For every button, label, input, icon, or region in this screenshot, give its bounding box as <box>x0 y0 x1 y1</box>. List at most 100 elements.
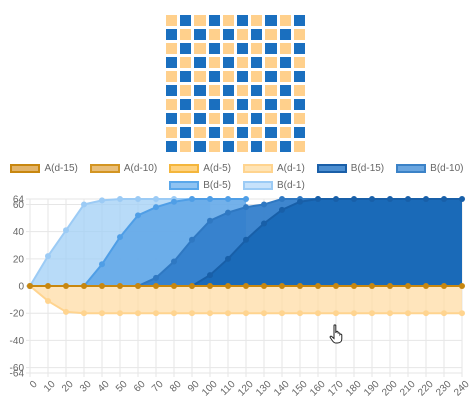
board-cell <box>222 71 234 82</box>
legend-item[interactable]: B(d-1) <box>243 180 305 191</box>
data-point <box>207 283 213 289</box>
data-point <box>207 196 213 202</box>
board-cell <box>222 57 234 68</box>
board-cell <box>265 43 277 54</box>
board-cell <box>293 85 305 96</box>
board-cell <box>194 15 206 26</box>
legend-swatch <box>243 181 273 190</box>
data-point <box>153 310 159 317</box>
board-cell <box>279 127 291 138</box>
data-point <box>225 310 231 317</box>
y-tick-label: -20 <box>10 309 25 320</box>
data-point <box>189 196 195 202</box>
board-cell <box>208 15 220 26</box>
board-cell <box>265 127 277 138</box>
data-point <box>189 310 195 317</box>
board-cell <box>194 29 206 40</box>
data-point <box>243 236 249 243</box>
board-cell <box>293 127 305 138</box>
legend-label: B(d-15) <box>350 163 385 174</box>
board-cell <box>166 43 178 54</box>
board-cell <box>208 85 220 96</box>
board-cell <box>237 43 249 54</box>
board-cell <box>265 29 277 40</box>
board-cell <box>237 141 249 152</box>
legend-item[interactable]: B(d-5) <box>169 180 231 191</box>
x-tick-label: 240 <box>452 379 472 399</box>
data-point <box>171 198 177 205</box>
x-tick-label: 120 <box>236 379 256 399</box>
legend-label: A(d-15) <box>44 163 78 174</box>
data-point <box>81 283 87 289</box>
y-tick-label: -60 <box>10 363 25 374</box>
legend-item[interactable]: B(d-10) <box>396 163 464 174</box>
board-cell <box>208 43 220 54</box>
board-cell <box>208 71 220 82</box>
board-cell <box>251 113 263 124</box>
data-point <box>441 310 447 317</box>
board-cell <box>237 15 249 26</box>
x-tick-label: 30 <box>78 379 94 395</box>
series-area <box>30 286 462 314</box>
legend-item[interactable]: B(d-15) <box>316 163 385 174</box>
legend-label: B(d-10) <box>430 163 464 174</box>
data-point <box>297 283 303 289</box>
data-point <box>117 234 123 241</box>
data-point <box>225 283 231 289</box>
data-point <box>81 310 87 317</box>
board-cell <box>265 57 277 68</box>
board-cell <box>293 43 305 54</box>
data-point <box>333 310 339 317</box>
board-cell <box>251 29 263 40</box>
y-tick-label: 40 <box>13 227 25 238</box>
data-point <box>423 310 429 317</box>
data-point <box>441 283 447 289</box>
board-cell <box>208 99 220 110</box>
board-cell <box>251 43 263 54</box>
checkerboard-image <box>166 15 308 155</box>
legend-item[interactable]: A(d-10) <box>89 163 157 174</box>
board-cell <box>293 99 305 110</box>
data-point <box>279 310 285 317</box>
data-point <box>153 283 159 289</box>
board-cell <box>180 85 192 96</box>
data-point <box>45 253 51 260</box>
data-point <box>153 196 159 202</box>
board-cell <box>222 29 234 40</box>
x-tick-label: 90 <box>186 379 202 395</box>
board-cell <box>293 15 305 26</box>
x-tick-label: 230 <box>434 379 454 399</box>
board-cell <box>237 85 249 96</box>
data-point <box>63 283 69 289</box>
legend-label: B(d-5) <box>203 180 231 191</box>
x-tick-label: 20 <box>60 379 76 395</box>
board-cell <box>279 71 291 82</box>
data-point <box>369 283 375 289</box>
data-point <box>351 196 357 202</box>
y-tick-label: -64 <box>10 369 25 380</box>
board-cell <box>222 85 234 96</box>
data-point <box>135 310 141 317</box>
board-cell <box>279 57 291 68</box>
data-point <box>63 227 69 234</box>
legend-item[interactable]: A(d-5) <box>169 163 231 174</box>
x-tick-label: 150 <box>290 379 310 399</box>
x-tick-label: 110 <box>219 379 238 398</box>
board-cell <box>194 85 206 96</box>
data-point <box>171 258 177 265</box>
x-tick-label: 60 <box>132 379 148 395</box>
legend-item[interactable]: A(d-1) <box>243 163 305 174</box>
legend-item[interactable]: A(d-15) <box>10 163 78 174</box>
board-cell <box>251 99 263 110</box>
x-tick-label: 200 <box>380 379 400 399</box>
y-tick-label: -40 <box>10 336 25 347</box>
legend-swatch <box>169 181 200 190</box>
x-tick-label: 190 <box>362 379 382 399</box>
data-point <box>387 310 393 317</box>
data-point <box>27 283 33 289</box>
board-cell <box>194 43 206 54</box>
board-cell <box>208 29 220 40</box>
board-cell <box>208 127 220 138</box>
legend-row: B(d-5) B(d-1) <box>0 180 474 191</box>
board-cell <box>265 85 277 96</box>
